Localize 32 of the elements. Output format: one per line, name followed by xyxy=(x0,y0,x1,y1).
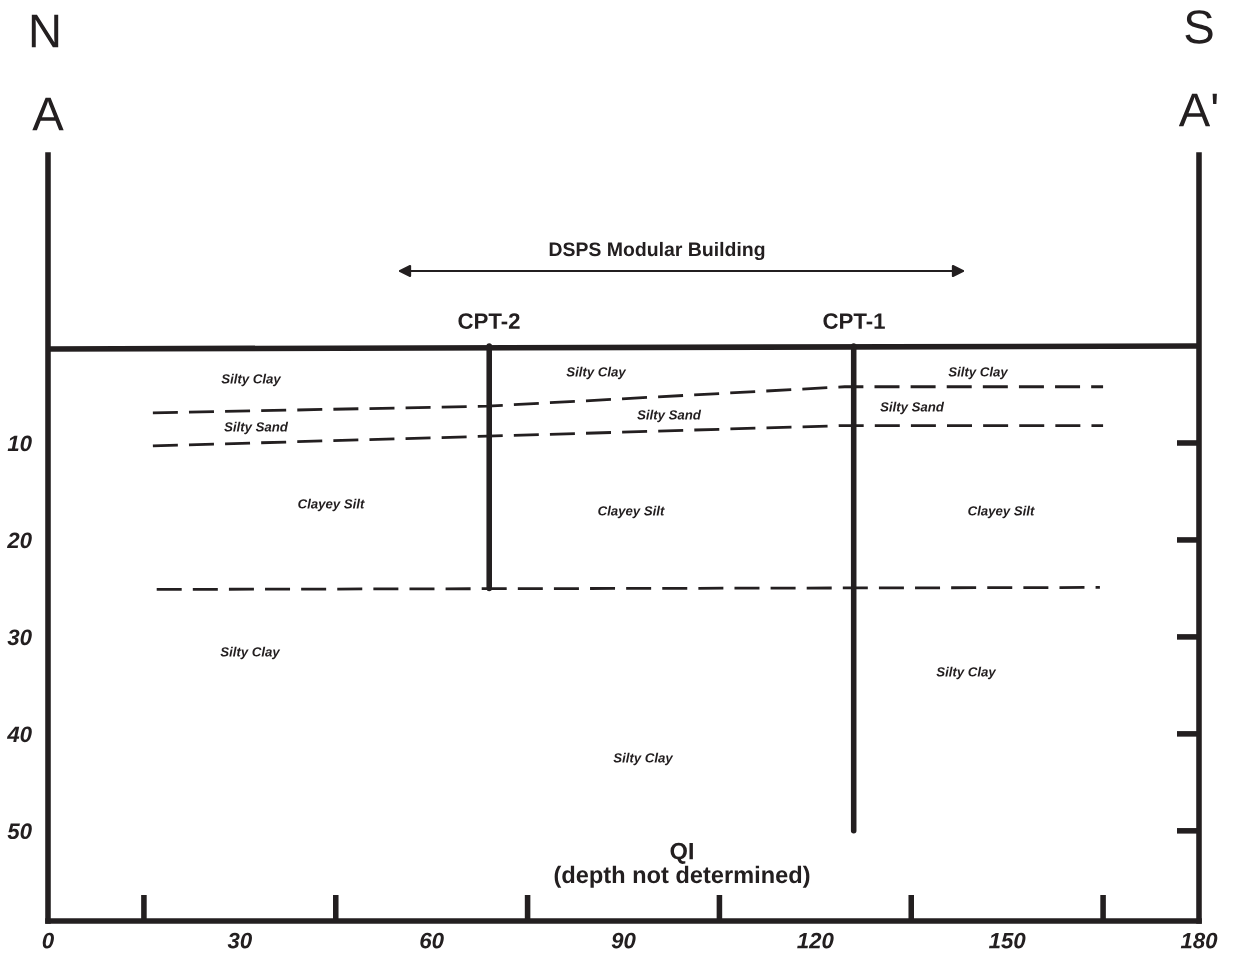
y-tick-label: 30 xyxy=(7,629,32,646)
annotation: Clayey Silt xyxy=(598,505,665,519)
x-tick-label: 150 xyxy=(988,932,1026,949)
annotation: DSPS Modular Building xyxy=(549,241,765,261)
annotation: QI (depth not determined) xyxy=(554,842,810,888)
x-tick-label: 0 xyxy=(42,932,54,949)
annotation: Silty Clay xyxy=(936,666,997,680)
annotation: Silty Clay xyxy=(221,373,282,387)
annotation: Silty Clay xyxy=(566,366,627,380)
annotation: Silty Sand xyxy=(880,401,945,415)
text: S xyxy=(1185,10,1213,44)
y-tick-label: 20 xyxy=(6,532,32,549)
annotation: Silty Sand xyxy=(224,421,289,435)
y-tick-label: 10 xyxy=(7,435,32,452)
text: N xyxy=(31,14,59,48)
annotation: Clayey Silt xyxy=(298,498,365,512)
annotation: Silty Clay xyxy=(220,646,281,660)
x-tick-label: 30 xyxy=(227,932,252,949)
x-tick-label: 120 xyxy=(797,932,834,949)
annotation: Clayey Silt xyxy=(968,505,1035,519)
x-tick-label: 180 xyxy=(1180,932,1218,949)
annotation: Silty Clay xyxy=(948,366,1009,380)
x-tick-label: 90 xyxy=(611,932,636,949)
annotation: Silty Sand xyxy=(637,409,702,423)
y-tick-label: 50 xyxy=(7,823,32,840)
x-tick-label: 60 xyxy=(420,932,444,949)
y-tick-label: 40 xyxy=(6,726,32,743)
annotation: CPT-1 xyxy=(823,313,885,329)
text: A xyxy=(32,97,64,131)
annotation: CPT-2 xyxy=(458,313,520,329)
text: A' xyxy=(1178,93,1217,127)
annotation: Silty Clay xyxy=(613,752,674,766)
